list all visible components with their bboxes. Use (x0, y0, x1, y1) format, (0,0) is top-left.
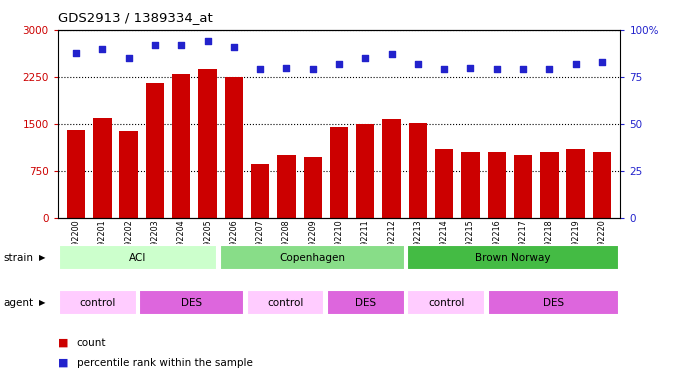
Bar (140, 290, 244, 315)
Bar (514, 155, 532, 218)
Text: strain: strain (3, 253, 33, 263)
Point (597, 59, 607, 65)
Text: Brown Norway: Brown Norway (475, 253, 551, 263)
Bar (59, 245, 217, 270)
Bar (199, 69, 217, 218)
Text: ▶: ▶ (39, 254, 46, 262)
Bar (435, 149, 454, 217)
Bar (593, 152, 611, 217)
Bar (247, 290, 324, 315)
Bar (224, 77, 243, 218)
Bar (356, 124, 374, 218)
Point (97, 46, 108, 52)
Bar (172, 74, 191, 217)
Bar (407, 245, 619, 270)
Text: GDS2913 / 1389334_at: GDS2913 / 1389334_at (58, 11, 212, 24)
Point (71, 50, 81, 55)
Text: ▶: ▶ (39, 298, 46, 307)
Text: control: control (79, 298, 116, 308)
Text: ACI: ACI (129, 253, 146, 263)
Bar (566, 149, 585, 217)
Point (544, 66, 555, 72)
Text: control: control (428, 298, 464, 308)
Point (150, 42, 161, 48)
Point (202, 38, 213, 44)
Text: Copenhagen: Copenhagen (279, 253, 345, 263)
Text: DES: DES (543, 298, 564, 308)
Point (465, 64, 476, 70)
Point (492, 66, 502, 72)
Text: count: count (77, 338, 106, 348)
Bar (407, 290, 485, 315)
Text: control: control (267, 298, 304, 308)
Text: percentile rank within the sample: percentile rank within the sample (77, 358, 252, 368)
Point (386, 51, 397, 57)
Bar (540, 152, 559, 217)
Bar (277, 155, 296, 218)
Bar (67, 130, 85, 218)
Bar (220, 245, 405, 270)
Bar (382, 119, 401, 218)
Bar (409, 123, 427, 218)
Bar (59, 290, 137, 315)
Point (123, 55, 134, 61)
Point (360, 55, 371, 61)
Point (307, 66, 318, 72)
Text: DES: DES (181, 298, 202, 308)
Point (176, 42, 186, 48)
Point (334, 61, 344, 67)
Bar (119, 131, 138, 218)
Bar (327, 290, 405, 315)
Point (255, 66, 266, 72)
Bar (487, 290, 619, 315)
Point (281, 64, 292, 70)
Point (439, 66, 450, 72)
Text: agent: agent (3, 298, 33, 308)
Point (412, 61, 423, 67)
Bar (146, 83, 164, 218)
Bar (93, 117, 112, 218)
Text: ■: ■ (58, 338, 68, 348)
Point (517, 66, 528, 72)
Point (570, 61, 581, 67)
Bar (330, 127, 348, 218)
Bar (487, 152, 506, 217)
Bar (461, 152, 480, 217)
Bar (251, 164, 269, 218)
Point (228, 44, 239, 50)
Bar (304, 157, 322, 218)
Text: DES: DES (355, 298, 376, 308)
Text: ■: ■ (58, 358, 68, 368)
